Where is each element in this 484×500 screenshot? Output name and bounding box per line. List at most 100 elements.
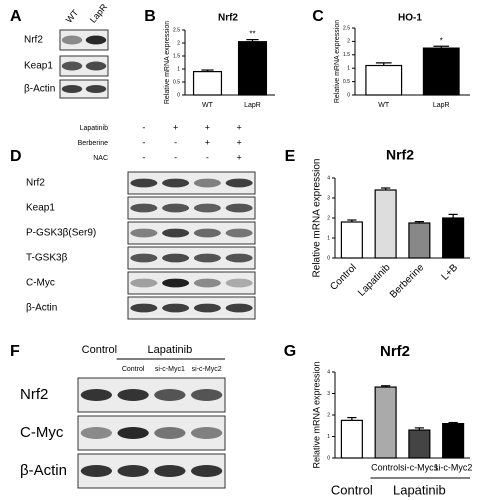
blot-band bbox=[130, 228, 158, 238]
blot-band bbox=[225, 253, 253, 263]
blot-band bbox=[130, 278, 158, 288]
x-tick-label: si-c-Myc2 bbox=[434, 462, 473, 472]
y-tick-label: 1 bbox=[327, 235, 330, 241]
blot-band bbox=[162, 228, 190, 238]
blot-strip bbox=[127, 221, 256, 245]
chart-title: HO-1 bbox=[398, 13, 422, 24]
chart-title: Nrf2 bbox=[386, 147, 414, 163]
x-group-label: Lapatinib bbox=[393, 482, 446, 497]
treatment-label: Lapatinib bbox=[80, 125, 109, 132]
significance-mark: ** bbox=[249, 30, 255, 39]
x-tick-label: si-c-Myc1 bbox=[400, 462, 439, 472]
blot-band bbox=[130, 303, 158, 313]
treatment-sign: + bbox=[236, 122, 241, 132]
blot-strip bbox=[59, 79, 109, 99]
blot-strip bbox=[59, 29, 109, 51]
y-tick-label: 0 bbox=[327, 455, 330, 461]
blot-band bbox=[193, 253, 221, 263]
blot-strip bbox=[127, 271, 256, 295]
blot-band bbox=[162, 203, 190, 213]
y-tick-label: 0 bbox=[327, 255, 330, 261]
panel-letter: E bbox=[285, 148, 296, 165]
blot-strip bbox=[127, 171, 256, 195]
blot-band bbox=[225, 228, 253, 238]
bar bbox=[408, 429, 431, 459]
y-tick-label: 2 bbox=[347, 39, 350, 45]
row-label: β-Actin bbox=[26, 303, 57, 314]
treatment-sign: - bbox=[142, 122, 145, 132]
y-tick-label: 1 bbox=[177, 66, 180, 72]
y-tick-label: 2.5 bbox=[173, 27, 180, 33]
blot-strip bbox=[127, 196, 256, 220]
x-tick-label: Control bbox=[328, 262, 359, 293]
blot-band bbox=[130, 253, 158, 263]
blot-band bbox=[130, 203, 158, 213]
blot-band bbox=[61, 35, 83, 45]
treatment-sign: - bbox=[206, 152, 209, 162]
blot-band bbox=[193, 303, 221, 313]
row-label: P-GSK3β(Ser9) bbox=[26, 228, 96, 239]
blot-band bbox=[154, 465, 186, 477]
blot-band bbox=[117, 465, 149, 477]
blot-band bbox=[154, 389, 186, 401]
y-axis-label: Relative mRNA expression bbox=[334, 20, 341, 103]
blot-band bbox=[162, 253, 190, 263]
row-label: β-Actin bbox=[24, 84, 55, 95]
y-tick-label: 1 bbox=[327, 434, 330, 440]
blot-band bbox=[193, 178, 221, 188]
bar bbox=[442, 423, 465, 459]
treatment-sign: - bbox=[174, 137, 177, 147]
blot-band bbox=[80, 389, 112, 401]
row-label: β-Actin bbox=[20, 462, 67, 479]
blot-band bbox=[191, 465, 223, 477]
treatment-sign: + bbox=[205, 122, 210, 132]
blot-band bbox=[85, 35, 107, 45]
group-header: Control bbox=[82, 344, 117, 356]
bar bbox=[422, 47, 460, 96]
x-tick-label: WT bbox=[378, 102, 390, 109]
x-tick-label: L+B bbox=[440, 262, 461, 283]
y-axis-label: Relative mRNA expression bbox=[164, 21, 171, 104]
y-tick-label: 0 bbox=[347, 92, 350, 98]
bar bbox=[408, 222, 431, 259]
blot-band bbox=[225, 203, 253, 213]
row-label: T-GSK3β bbox=[26, 253, 68, 264]
x-tick-label: LapR bbox=[244, 102, 261, 109]
panel-letter: G bbox=[284, 343, 296, 360]
treatment-sign: - bbox=[174, 152, 177, 162]
blot-band bbox=[193, 228, 221, 238]
y-tick-label: 2 bbox=[177, 40, 180, 46]
blot-band bbox=[85, 84, 107, 94]
lane-label: Control bbox=[122, 366, 145, 373]
blot-band bbox=[61, 61, 83, 71]
blot-band bbox=[225, 303, 253, 313]
y-tick-label: 4 bbox=[327, 175, 330, 181]
row-label: C-Myc bbox=[26, 278, 55, 289]
bar bbox=[374, 386, 397, 459]
blot-band bbox=[162, 178, 190, 188]
x-tick-label: Control bbox=[371, 462, 400, 472]
chart-title: Nrf2 bbox=[218, 13, 238, 24]
x-tick-label: WT bbox=[202, 102, 214, 109]
significance-mark: * bbox=[440, 36, 443, 45]
y-tick-label: 4 bbox=[327, 369, 330, 375]
y-tick-label: 0.5 bbox=[343, 79, 350, 85]
lane-label: si-c-Myc2 bbox=[192, 366, 222, 373]
chart-title: Nrf2 bbox=[380, 343, 410, 360]
x-tick-label: Berberine bbox=[388, 262, 427, 301]
row-label: C-Myc bbox=[20, 424, 64, 441]
bar bbox=[365, 64, 403, 96]
panel-letter: D bbox=[10, 148, 22, 165]
y-tick-label: 0 bbox=[177, 92, 180, 98]
bar bbox=[340, 221, 363, 259]
x-group-label: Control bbox=[331, 482, 373, 497]
treatment-sign: - bbox=[142, 152, 145, 162]
row-label: Nrf2 bbox=[24, 35, 43, 46]
blot-band bbox=[191, 427, 223, 439]
row-label: Nrf2 bbox=[20, 386, 48, 403]
blot-band bbox=[117, 427, 149, 439]
y-axis-label: Relative mRNA expression bbox=[312, 159, 323, 278]
treatment-label: NAC bbox=[93, 155, 108, 162]
bar bbox=[442, 217, 465, 259]
